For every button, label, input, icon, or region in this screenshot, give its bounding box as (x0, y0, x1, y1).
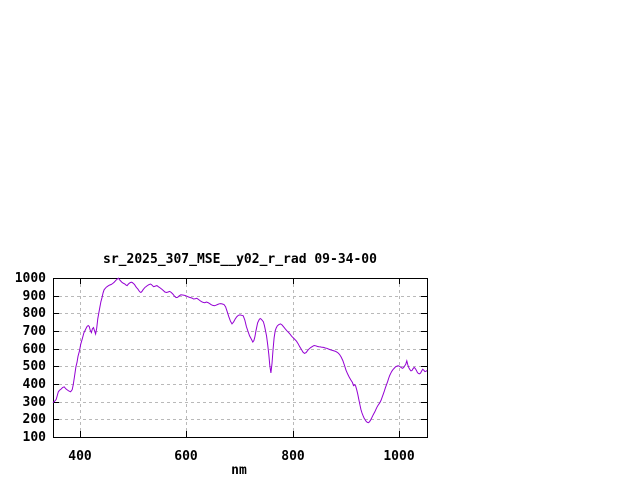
x-axis-label: nm (231, 463, 247, 478)
y-tick-label: 500 (23, 359, 47, 374)
y-tick-label: 700 (23, 324, 47, 339)
x-tick-label: 400 (68, 449, 92, 464)
y-tick-label: 400 (23, 377, 47, 392)
x-tick-label: 1000 (383, 449, 414, 464)
spectrum-line (52, 277, 428, 424)
axis-ticks (53, 278, 427, 438)
y-tick-label: 300 (23, 395, 47, 410)
x-tick-label: 600 (174, 449, 198, 464)
y-tick-label: 200 (23, 412, 47, 427)
chart-title: sr_2025_307_MSE__y02_r_rad 09-34-00 (103, 252, 377, 267)
y-tick-label: 100 (23, 430, 47, 445)
plot-border (53, 278, 428, 438)
grid-lines (53, 278, 427, 437)
y-tick-label: 1000 (15, 271, 46, 286)
y-tick-labels: 100 200 300 400 500 600 700 800 900 1000 (15, 271, 46, 445)
y-tick-label: 800 (23, 306, 47, 321)
y-tick-label: 600 (23, 342, 47, 357)
y-tick-label: 900 (23, 289, 47, 304)
x-tick-labels: 400 600 800 1000 (68, 449, 415, 464)
x-tick-label: 800 (281, 449, 305, 464)
